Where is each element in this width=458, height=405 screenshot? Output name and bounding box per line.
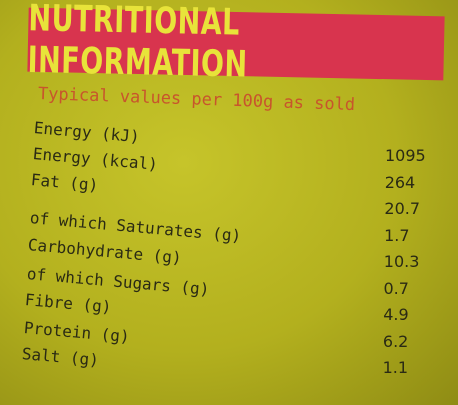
row-value: 6.2 bbox=[382, 331, 409, 351]
row-label: Protein (g) bbox=[22, 318, 130, 347]
title: NUTRITIONAL INFORMATION bbox=[27, 0, 249, 87]
subtitle: Typical values per 100g as sold bbox=[37, 84, 356, 116]
row-value: 1095 bbox=[385, 146, 426, 165]
title-banner: NUTRITIONAL INFORMATION bbox=[27, 0, 445, 86]
row-label: Energy (kcal) bbox=[31, 144, 159, 174]
row-label: Carbohydrate (g) bbox=[27, 235, 183, 268]
row-value: 4.9 bbox=[383, 305, 409, 324]
row-label: Fat (g) bbox=[30, 170, 100, 195]
row-value: 10.3 bbox=[383, 252, 420, 271]
row-value: 20.7 bbox=[384, 199, 421, 218]
row-label: Salt (g) bbox=[21, 344, 100, 370]
row-value: 1.7 bbox=[384, 225, 410, 245]
row-label: Fibre (g) bbox=[24, 290, 113, 317]
row-value: 264 bbox=[384, 172, 416, 192]
row-value: 0.7 bbox=[383, 278, 409, 298]
row-label: Energy (kJ) bbox=[33, 118, 141, 147]
row-value: 1.1 bbox=[382, 358, 409, 377]
